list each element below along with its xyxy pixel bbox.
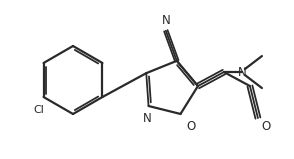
Text: N: N xyxy=(143,112,152,125)
Text: N: N xyxy=(161,14,170,27)
Text: O: O xyxy=(261,120,270,133)
Text: O: O xyxy=(186,120,196,133)
Text: N: N xyxy=(238,66,246,79)
Text: Cl: Cl xyxy=(33,105,44,115)
